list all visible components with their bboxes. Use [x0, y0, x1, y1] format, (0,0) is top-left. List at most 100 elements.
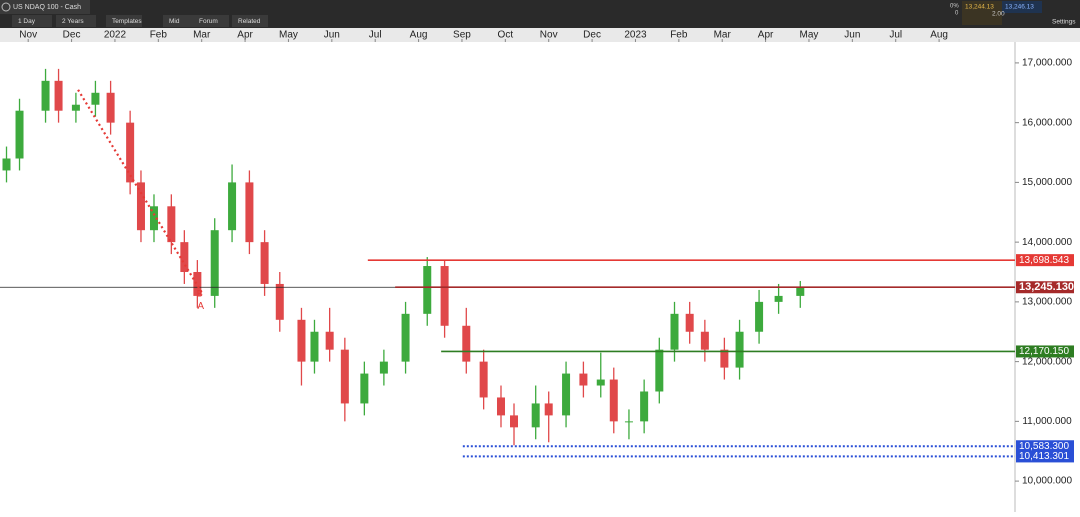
candle-body [2, 158, 11, 171]
candle-body [71, 104, 80, 111]
level-label: 12,170.150 [1019, 346, 1069, 357]
x-tick-label: Aug [930, 30, 948, 41]
candle-body [774, 295, 783, 302]
candle-body [180, 242, 189, 273]
candle-body [245, 182, 254, 243]
x-tick-label: Jul [889, 30, 902, 41]
x-tick-label: Nov [19, 30, 37, 41]
candle-body [379, 361, 388, 374]
candle-body [531, 403, 540, 428]
candle-body [655, 349, 664, 392]
x-tick-label: Oct [498, 30, 514, 41]
toolbar-button-label: Mid [169, 18, 180, 25]
candle-body [325, 331, 334, 350]
toolbar-button-label: Forum [199, 18, 218, 25]
instrument: US NDAQ 100 - Cash [13, 4, 81, 11]
y-tick-label: 13,000.000 [1022, 297, 1072, 308]
trend-label: A [197, 301, 204, 312]
toolbar-button[interactable] [12, 15, 52, 27]
toolbar-button[interactable] [106, 15, 142, 27]
candle-body [735, 331, 744, 368]
x-tick-label: Jun [844, 30, 860, 41]
x-tick-label: Dec [583, 30, 601, 41]
toolbar-bg [0, 0, 1080, 28]
y-tick-label: 16,000.000 [1022, 117, 1072, 128]
x-tick-label: Mar [193, 30, 211, 41]
x-tick-label: May [800, 30, 819, 41]
x-tick-label: May [279, 30, 298, 41]
candle-body [640, 391, 649, 422]
toolbar-button[interactable] [232, 15, 268, 27]
candle-body [479, 361, 488, 398]
y-tick-label: 10,000.000 [1022, 476, 1072, 487]
toolbar-button-label: Related [238, 18, 261, 25]
y-tick-label: 17,000.000 [1022, 58, 1072, 69]
candle-body [685, 313, 694, 332]
x-tick-label: Mar [714, 30, 732, 41]
x-tick-label: Apr [758, 30, 774, 41]
candle-body [41, 80, 50, 111]
level-tag [1016, 440, 1074, 453]
candle-body [544, 403, 553, 416]
level-tag [1016, 450, 1074, 463]
x-tick-label: Feb [670, 30, 688, 41]
candle-body [275, 283, 284, 320]
x-tick-label: Dec [63, 30, 81, 41]
settings[interactable]: Settings [1052, 19, 1076, 26]
candle-body [167, 206, 176, 243]
toolbar-button[interactable] [163, 15, 199, 27]
x-tick-label: 2023 [624, 30, 647, 41]
x-tick-label: Aug [410, 30, 428, 41]
candle-body [624, 421, 633, 423]
candle-body [228, 182, 237, 231]
candle-body [54, 80, 63, 111]
change-points: 0 [955, 11, 959, 17]
candle-body [496, 397, 505, 416]
candle-body [91, 92, 100, 105]
x-tick-label: Sep [453, 30, 471, 41]
x-tick-label: Jun [324, 30, 340, 41]
toolbar-button-label: 1 Day [18, 18, 36, 25]
x-tick-label: 2022 [104, 30, 127, 41]
candle-body [15, 110, 24, 159]
candle-body [562, 373, 571, 416]
x-tick-label: Jul [369, 30, 382, 41]
bid: 13,244.13 [965, 4, 994, 11]
time-axis-bg [0, 28, 1080, 42]
candle-body [700, 331, 709, 350]
level-tag [1016, 254, 1074, 267]
candle-body [106, 92, 115, 123]
candle-body [462, 325, 471, 362]
tab[interactable] [0, 0, 90, 14]
y-tick-label: 15,000.000 [1022, 177, 1072, 188]
candle-body [755, 301, 764, 332]
candle-body [510, 415, 519, 428]
candle-body [360, 373, 369, 404]
ask: 13,246.13 [1005, 4, 1034, 11]
toolbar-button-label: 2 Years [62, 18, 84, 25]
candle-body [609, 379, 618, 422]
toolbar-button-label: Templates [112, 18, 142, 25]
toolbar-button[interactable] [56, 15, 96, 27]
change: 0% [950, 4, 959, 10]
toolbar-button[interactable] [193, 15, 229, 27]
level-label: 13,698.543 [1019, 255, 1069, 266]
candle-body [340, 349, 349, 404]
icon [1, 2, 11, 12]
candle-body [423, 266, 432, 314]
level-label: 10,583.300 [1019, 441, 1069, 452]
y-tick-label: 11,000.000 [1022, 416, 1072, 427]
y-tick-label: 12,000.000 [1022, 356, 1072, 367]
candle-body [260, 242, 269, 284]
candle-body [297, 319, 306, 362]
candle-body [670, 313, 679, 350]
candle-body [126, 122, 135, 183]
ask-box[interactable] [1002, 1, 1042, 13]
candle-body [720, 349, 729, 368]
x-tick-label: Feb [150, 30, 168, 41]
candle-body [440, 266, 449, 326]
bid-box[interactable] [962, 1, 1002, 25]
candle-body [193, 272, 202, 296]
candle-body [310, 331, 319, 362]
y-tick-label: 14,000.000 [1022, 237, 1072, 248]
